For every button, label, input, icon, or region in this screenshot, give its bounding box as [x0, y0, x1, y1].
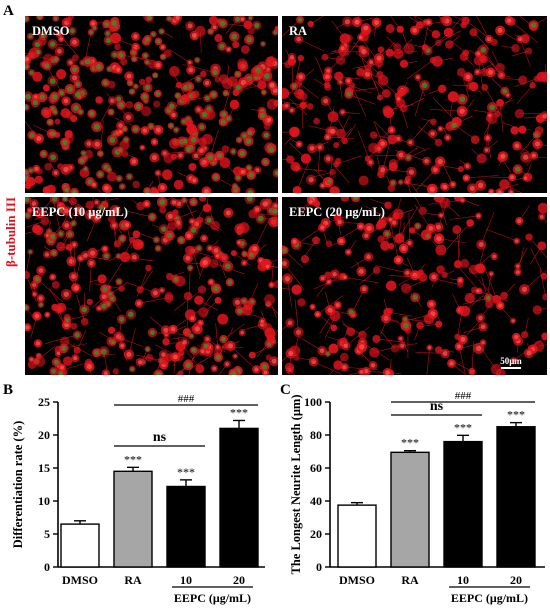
- comparison-label: ###: [178, 393, 195, 405]
- stain-label: β-tubulin III: [3, 197, 18, 267]
- bar-RA: [113, 470, 153, 568]
- group-label: EEPC (μg/mL): [174, 591, 251, 605]
- micrograph-label: EEPC (20 μg/mL): [289, 205, 385, 219]
- x-tick-label: RA: [124, 573, 142, 587]
- panel-letter-c: C: [280, 382, 291, 398]
- micrograph-cells: [282, 197, 547, 375]
- micrograph-cells: [282, 16, 547, 193]
- bar-20: [219, 427, 259, 568]
- x-tick-label: DMSO: [339, 573, 375, 587]
- bar-10: [166, 485, 206, 568]
- micrograph-label: DMSO: [32, 24, 70, 38]
- bar-RA: [390, 451, 430, 568]
- bar-DMSO: [337, 504, 377, 568]
- micrograph-label: RA: [289, 24, 307, 38]
- scale-bar-label: 50μm: [500, 356, 522, 366]
- group-label: EEPC (μg/mL): [451, 591, 528, 605]
- y-tick-label: 0: [44, 560, 50, 574]
- y-tick-label: 0: [316, 560, 322, 574]
- x-tick-label: 10: [180, 573, 192, 587]
- y-tick-label: 20: [38, 428, 50, 442]
- x-tick-label: 20: [510, 573, 522, 587]
- micrograph-3: EEPC (10 μg/mL): [25, 197, 278, 375]
- y-tick-label: 10: [38, 494, 50, 508]
- x-tick-label: 10: [457, 573, 469, 587]
- significance-label: ***: [230, 405, 248, 419]
- significance-label: ***: [401, 436, 419, 450]
- micrograph-1: DMSO: [25, 16, 278, 193]
- significance-label: ***: [177, 465, 195, 479]
- significance-label: ***: [454, 420, 472, 434]
- significance-label: ***: [124, 452, 142, 466]
- y-tick-label: 40: [310, 494, 322, 508]
- y-tick-label: 60: [310, 461, 322, 475]
- y-tick-label: 15: [38, 461, 50, 475]
- micrograph-cells: [25, 16, 278, 193]
- panel-letter-b: B: [3, 382, 13, 398]
- y-tick-label: 25: [38, 395, 50, 409]
- bar-10: [443, 440, 483, 568]
- micrograph-cells: [25, 197, 278, 375]
- x-tick-label: DMSO: [62, 573, 98, 587]
- comparison-label: ns: [153, 430, 167, 445]
- x-tick-label: 20: [233, 573, 245, 587]
- bar-20: [496, 426, 536, 568]
- micrograph-grid: DMSO RA EEPC (10 μg/mL) EEPC (20 μg/mL) 50μm: [25, 16, 547, 375]
- y-tick-label: 100: [304, 395, 322, 409]
- bar-DMSO: [60, 523, 100, 568]
- micrograph-label: EEPC (10 μg/mL): [32, 205, 128, 219]
- y-tick-label: 80: [310, 428, 322, 442]
- micrograph-4: EEPC (20 μg/mL): [282, 197, 547, 375]
- comparison-label: ns: [430, 399, 444, 414]
- x-tick-label: RA: [401, 573, 419, 587]
- chart-differentiation-rate: 0 5 10 15 20 25 Differentiation rate (%) DMSO **…: [11, 393, 265, 605]
- y-tick-label: 5: [44, 527, 50, 541]
- y-axis-label: Differentiation rate (%): [11, 421, 25, 549]
- significance-label: ***: [507, 408, 525, 422]
- y-axis-label: The Longest Neurite Length (μm): [289, 395, 303, 575]
- micrograph-2: RA: [282, 16, 547, 193]
- comparison-label: ###: [455, 390, 472, 402]
- y-tick-label: 20: [310, 527, 322, 541]
- panel-letter-a: A: [3, 3, 14, 19]
